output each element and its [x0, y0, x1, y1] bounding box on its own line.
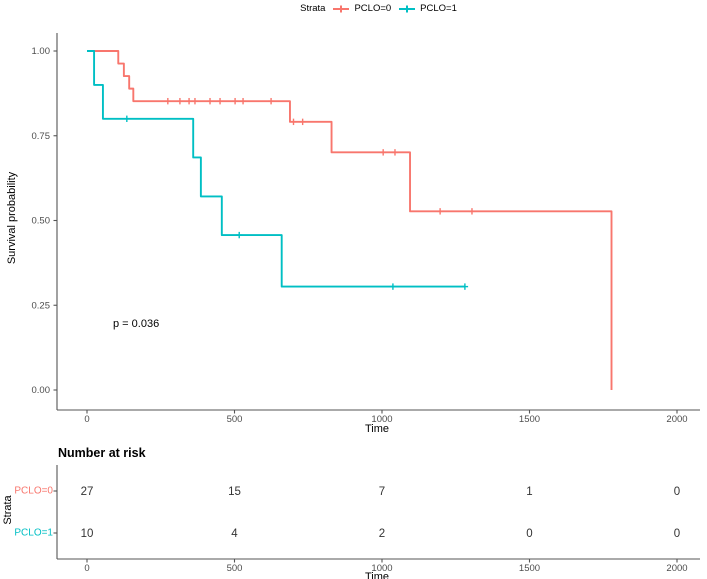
x-tick-label: 500	[227, 414, 243, 425]
risk-count-pclo0-t0: 27	[81, 486, 94, 498]
risk-table-x-axis-title: Time	[364, 571, 390, 579]
risk-count-pclo1-t1500: 0	[526, 528, 532, 540]
x-tick-label: 0	[84, 414, 89, 425]
x-tick-label: 1500	[519, 414, 540, 425]
risk-table-title: Number at risk	[58, 446, 146, 460]
legend-item-pclo1[interactable]: PCLO=1	[398, 3, 457, 14]
risk-count-pclo1-t1000: 2	[379, 528, 385, 540]
risk-count-pclo0-t2000: 0	[674, 486, 680, 498]
risk-x-tick-label: 2000	[666, 563, 687, 574]
x-axis-title: Time	[364, 423, 390, 435]
risk-count-pclo1-t0: 10	[81, 528, 94, 540]
y-tick-label: 0.75	[32, 131, 51, 142]
censor-line-key-icon	[333, 5, 350, 12]
risk-row-label-pclo1: PCLO=1	[14, 527, 53, 539]
risk-count-pclo1-t500: 4	[231, 528, 238, 540]
risk-x-tick-label: 500	[227, 563, 243, 574]
risk-x-tick-label: 1000	[371, 563, 392, 574]
y-axis-title: Survival probability	[6, 171, 18, 265]
y-tick-label: 1.00	[32, 46, 51, 57]
censor-line-key-icon	[399, 5, 416, 12]
risk-x-tick-label: 0	[84, 563, 89, 574]
risk-count-pclo1-t2000: 0	[674, 528, 680, 540]
y-tick-label: 0.00	[32, 385, 51, 396]
survival-curve-pclo1	[87, 50, 465, 288]
survival-curve-pclo0	[87, 50, 613, 390]
risk-row-label-pclo0: PCLO=0	[14, 485, 53, 497]
risk-count-pclo0-t500: 15	[228, 486, 241, 498]
y-tick-label: 0.25	[32, 300, 51, 311]
x-tick-label: 2000	[666, 414, 687, 425]
legend-item-pclo0[interactable]: PCLO=0	[332, 3, 391, 14]
risk-count-pclo0-t1000: 7	[379, 486, 385, 498]
legend-label-pclo0: PCLO=0	[354, 3, 392, 14]
risk-x-tick-label: 1500	[519, 563, 540, 574]
x-tick-label: 1000	[371, 414, 392, 425]
legend-title: Strata	[300, 3, 326, 14]
p-value-annotation: p = 0.036	[113, 318, 160, 330]
y-tick-label: 0.50	[32, 216, 51, 227]
risk-table-y-axis-title: Strata	[2, 495, 14, 525]
legend: Strata PCLO=0 PCLO=1	[57, 3, 700, 14]
risk-count-pclo0-t1500: 1	[526, 486, 532, 498]
legend-label-pclo1: PCLO=1	[420, 3, 457, 14]
